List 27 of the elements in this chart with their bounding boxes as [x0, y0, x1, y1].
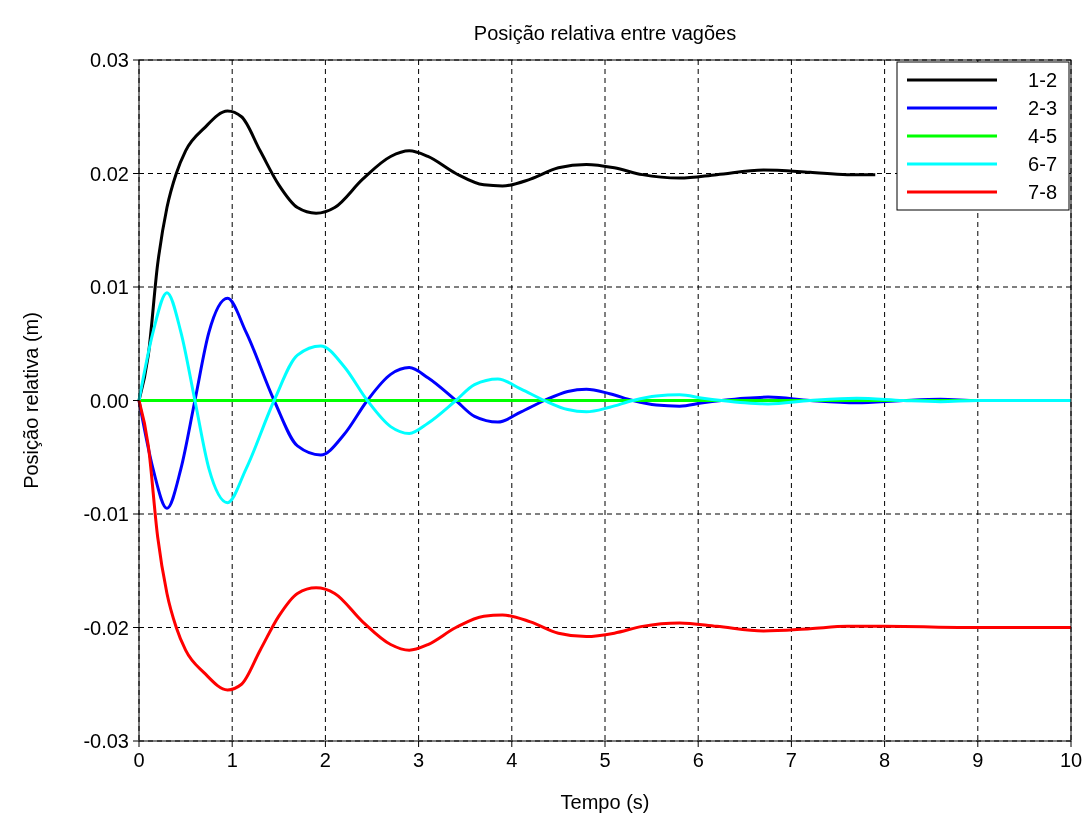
x-tick-label: 7 — [785, 749, 797, 771]
x-tick-label: 2 — [319, 749, 331, 771]
x-tick-label: 6 — [692, 749, 704, 771]
y-tick-label: 0.00 — [90, 389, 129, 412]
line-series — [137, 399, 1073, 692]
legend-label: 6-7 — [1028, 153, 1057, 175]
y-axis-title: Posição relativa (m) — [20, 312, 42, 489]
chart-title: Posição relativa entre vagões — [473, 22, 737, 44]
y-tick-label: -0.01 — [83, 503, 129, 525]
x-axis-title: Tempo (s) — [560, 791, 650, 813]
y-tick-label: -0.03 — [83, 730, 129, 752]
x-tick-label: 5 — [599, 749, 611, 771]
x-tick-label: 4 — [506, 749, 518, 771]
legend-label: 7-8 — [1028, 181, 1057, 203]
x-tick-label: 1 — [226, 749, 238, 771]
legend-label: 2-3 — [1028, 97, 1057, 119]
legend-label: 1-2 — [1028, 69, 1057, 91]
x-tick-label: 10 — [1059, 749, 1083, 771]
x-tick-label: 9 — [972, 749, 984, 771]
y-tick-label: -0.02 — [83, 616, 129, 639]
y-tick-label: 0.03 — [90, 49, 129, 71]
x-tick-label: 3 — [413, 749, 425, 771]
x-tick-label: 0 — [133, 749, 145, 771]
y-tick-label: 0.02 — [90, 162, 129, 185]
legend-label: 4-5 — [1028, 125, 1057, 147]
x-tick-label: 8 — [879, 749, 891, 771]
y-tick-label: 0.01 — [90, 276, 129, 298]
